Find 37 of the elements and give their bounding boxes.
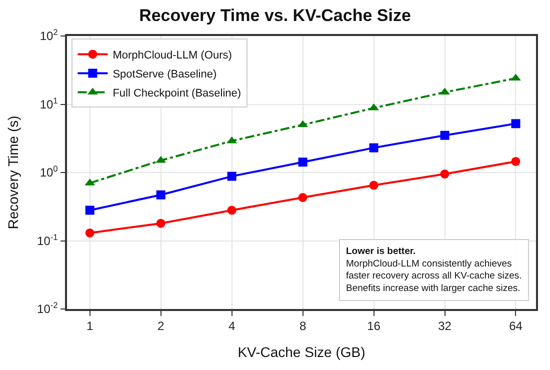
point xyxy=(369,143,378,152)
annotation: MorphCloud-LLM consistently achieves faster recovery across all KV-cache sizes. xyxy=(346,258,522,282)
point xyxy=(156,190,166,200)
x-tick-label: 64 xyxy=(509,319,523,334)
point xyxy=(156,218,166,228)
y-tick-label: 10$^{-2}$ xyxy=(37,300,58,316)
point xyxy=(440,130,450,140)
y-tick-label: 10$^{-1}$ xyxy=(37,232,58,248)
x-tick-label: 2 xyxy=(157,319,164,334)
x-tick-label: 32 xyxy=(438,319,452,334)
point xyxy=(298,193,308,202)
x-axis-title: KV-Cache Size (GB) xyxy=(238,344,366,360)
legend-label: SpotServe (Baseline) xyxy=(112,68,217,81)
point xyxy=(511,156,520,166)
legend-label: Full Checkpoint (Baseline) xyxy=(112,88,242,100)
point xyxy=(298,158,308,167)
y-tick-label: 10$^{0}$ xyxy=(40,164,58,180)
point xyxy=(440,170,450,179)
legend-label: MorphCloud-LLM (Ours) xyxy=(112,50,232,62)
y-tick-label: 10$^{2}$ xyxy=(40,27,58,44)
chart-title: Recovery Time vs. KV-Cache Size xyxy=(139,6,411,26)
point xyxy=(511,119,520,128)
annotation: Lower is better. xyxy=(346,246,416,257)
point xyxy=(85,228,94,238)
y-axis-title: Recovery Time (s) xyxy=(5,116,22,230)
x-tick-label: 8 xyxy=(299,319,306,334)
point xyxy=(85,206,94,215)
y-tick-label: 10$^{1}$ xyxy=(40,95,58,112)
point xyxy=(227,206,236,215)
point xyxy=(510,74,521,81)
x-tick-label: 1 xyxy=(86,319,94,334)
annotation: Benefits increase with larger cache sizes. xyxy=(346,283,520,294)
point xyxy=(369,180,378,190)
point xyxy=(227,172,236,181)
x-tick-label: 4 xyxy=(228,319,236,334)
point xyxy=(298,120,308,128)
x-tick-label: 16 xyxy=(367,319,381,334)
